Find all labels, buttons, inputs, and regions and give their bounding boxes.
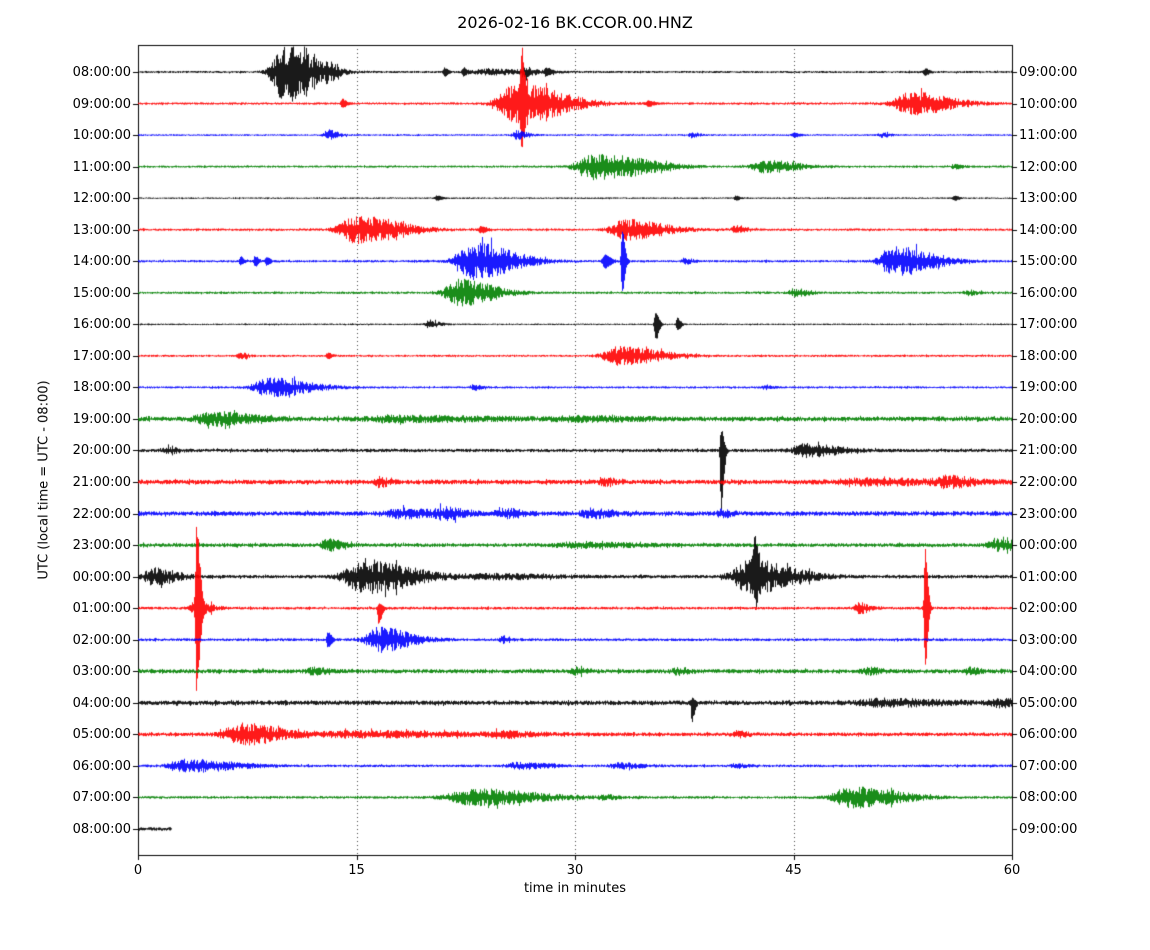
row-label-local: 00:00:00	[1019, 538, 1078, 554]
row-label-local: 12:00:00	[1019, 159, 1078, 175]
row-label-local: 01:00:00	[1019, 569, 1078, 585]
row-label-utc: 08:00:00	[72, 65, 131, 80]
row-label-utc: 11:00:00	[72, 159, 131, 175]
row-label-utc: 14:00:00	[72, 254, 131, 270]
row-label-local: 18:00:00	[1019, 348, 1078, 364]
row-label-utc: 04:00:00	[72, 695, 131, 711]
row-label-local: 05:00:00	[1019, 695, 1078, 711]
row-label-local: 08:00:00	[1019, 790, 1078, 806]
row-label-utc: 19:00:00	[72, 411, 131, 427]
row-label-utc: 10:00:00	[72, 128, 131, 144]
row-label-utc: 01:00:00	[72, 601, 131, 617]
row-label-local: 07:00:00	[1019, 758, 1078, 774]
row-label-utc: 09:00:00	[72, 96, 131, 112]
row-label-local: 02:00:00	[1019, 601, 1078, 617]
row-label-utc: 05:00:00	[72, 727, 131, 743]
row-label-utc: 22:00:00	[72, 506, 131, 522]
row-label-local: 19:00:00	[1019, 380, 1078, 396]
row-label-local: 09:00:00	[1019, 821, 1078, 837]
row-label-utc: 16:00:00	[72, 317, 131, 333]
row-label-utc: 13:00:00	[72, 222, 131, 238]
row-label-local: 16:00:00	[1019, 285, 1078, 301]
row-label-local: 03:00:00	[1019, 632, 1078, 648]
row-label-utc: 12:00:00	[72, 191, 131, 207]
x-tick-label: 30	[566, 863, 584, 878]
row-label-local: 17:00:00	[1019, 317, 1078, 333]
x-axis-label: time in minutes	[523, 881, 627, 896]
x-tick-label: 15	[348, 863, 365, 878]
x-tick-label: 60	[1003, 863, 1021, 878]
row-label-local: 04:00:00	[1019, 664, 1078, 680]
row-label-local: 10:00:00	[1019, 96, 1078, 112]
row-label-utc: 02:00:00	[72, 632, 131, 648]
row-label-local: 20:00:00	[1019, 411, 1078, 427]
row-label-local: 09:00:00	[1019, 65, 1078, 80]
chart-title: 2026-02-16 BK.CCOR.00.HNZ	[457, 13, 693, 32]
x-tick-label: 45	[785, 863, 802, 878]
row-label-local: 15:00:00	[1019, 254, 1078, 270]
row-label-utc: 17:00:00	[72, 348, 131, 364]
row-label-local: 11:00:00	[1019, 128, 1078, 144]
row-label-local: 14:00:00	[1019, 222, 1078, 238]
row-label-utc: 06:00:00	[72, 758, 131, 774]
row-label-local: 06:00:00	[1019, 727, 1078, 743]
row-label-utc: 03:00:00	[72, 664, 131, 680]
row-label-utc: 15:00:00	[72, 285, 131, 301]
row-label-utc: 20:00:00	[72, 443, 131, 459]
row-label-utc: 07:00:00	[72, 790, 131, 806]
row-label-utc: 18:00:00	[72, 380, 131, 396]
row-label-utc: 21:00:00	[72, 475, 131, 491]
row-label-local: 23:00:00	[1019, 506, 1078, 522]
y-axis-label: UTC (local time = UTC - 08:00)	[36, 380, 52, 580]
row-label-local: 21:00:00	[1019, 443, 1078, 459]
row-label-local: 13:00:00	[1019, 191, 1078, 207]
row-label-local: 22:00:00	[1019, 475, 1078, 491]
x-tick-label: 0	[133, 863, 143, 878]
row-label-utc: 00:00:00	[72, 569, 131, 585]
row-label-utc: 23:00:00	[72, 538, 131, 554]
row-label-utc: 08:00:00	[72, 821, 131, 837]
